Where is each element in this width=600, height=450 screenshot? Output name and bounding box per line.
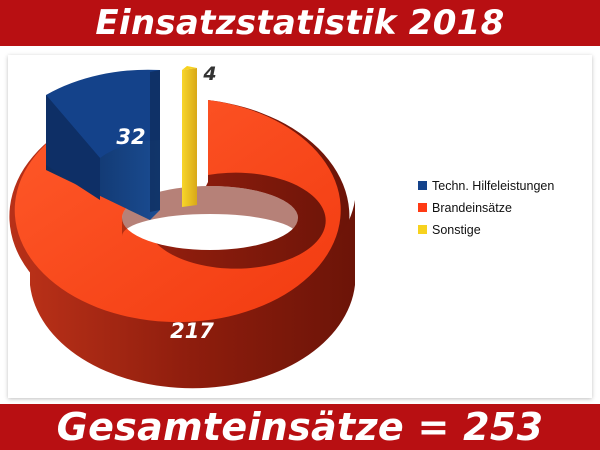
legend-swatch bbox=[418, 203, 427, 212]
legend-swatch bbox=[418, 181, 427, 190]
chart-legend: Techn. Hilfeleistungen Brandeinsätze Sonst… bbox=[418, 179, 554, 237]
data-label-sonstige: 4 bbox=[202, 63, 216, 85]
data-label-brandeinsaetze: 217 bbox=[170, 319, 214, 343]
legend-label: Brandeinsätze bbox=[432, 201, 512, 215]
chart-title: Einsatzstatistik 2018 bbox=[95, 3, 505, 43]
slice-brandeinsaetze bbox=[9, 100, 355, 389]
total-text: Gesamteinsätze = 253 bbox=[56, 405, 544, 449]
chart-title-banner: Einsatzstatistik 2018 bbox=[0, 0, 600, 46]
slice-sonstige bbox=[182, 66, 197, 207]
legend-label: Techn. Hilfeleistungen bbox=[432, 179, 554, 193]
legend-label: Sonstige bbox=[432, 223, 481, 237]
legend-swatch bbox=[418, 225, 427, 234]
data-label-techn-hilfeleistungen: 32 bbox=[116, 125, 145, 149]
slice-techn-hilfeleistungen bbox=[46, 69, 160, 220]
total-banner: Gesamteinsätze = 253 bbox=[0, 404, 600, 450]
